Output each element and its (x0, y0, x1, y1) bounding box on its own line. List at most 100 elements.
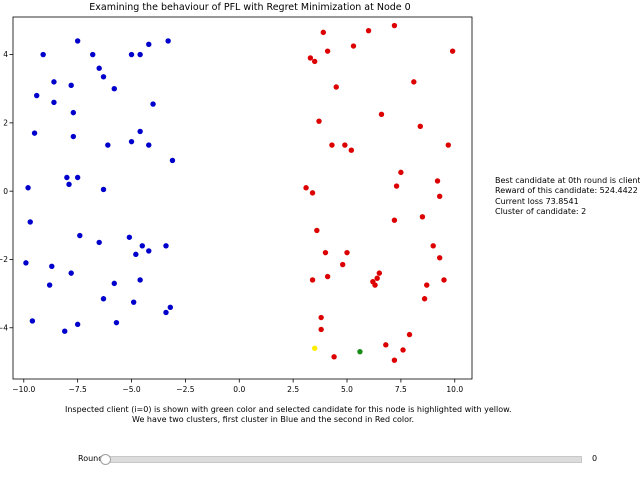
red-cluster-point (320, 29, 327, 36)
red-cluster-point (309, 190, 316, 196)
blue-cluster-point (62, 328, 68, 334)
x-tick-label: −2.5 (176, 385, 194, 394)
blue-cluster-point (66, 181, 72, 188)
blue-cluster-point (40, 51, 46, 58)
blue-cluster-point (49, 263, 55, 270)
blue-cluster-point (128, 51, 135, 58)
round-slider-value: 0 (592, 454, 598, 463)
red-cluster-point (436, 255, 443, 261)
red-cluster-point (391, 22, 398, 29)
red-cluster-point (344, 249, 350, 256)
round-slider-label: Round (78, 454, 104, 463)
axes-frame (12, 16, 473, 380)
red-cluster-point (419, 214, 426, 220)
blue-cluster-point (113, 319, 120, 326)
red-cluster-point (342, 142, 348, 148)
red-cluster-point (421, 296, 428, 302)
blue-cluster-point (137, 51, 143, 58)
blue-cluster-point (150, 101, 156, 107)
red-cluster-point (324, 48, 331, 54)
selected-candidate-point (311, 345, 318, 351)
red-cluster-point (307, 55, 314, 61)
inspected-client-point (357, 348, 363, 355)
red-cluster-point (316, 118, 322, 124)
blue-cluster-point (137, 128, 143, 135)
blue-cluster-point (25, 185, 31, 191)
x-axis: −10.0 −7.5 −5.0 −2.5 0.0 2.5 5.0 7.5 10.0 (12, 379, 463, 394)
blue-cluster-point (68, 82, 74, 89)
blue-cluster-point (137, 277, 143, 283)
x-tick-label: −10.0 (12, 385, 35, 394)
blue-cluster-point (146, 41, 152, 48)
blue-cluster-point (64, 174, 70, 181)
blue-cluster-point (128, 138, 135, 145)
blue-cluster-point (163, 243, 169, 249)
blue-cluster-point (96, 239, 102, 246)
blue-cluster-point (70, 133, 77, 140)
red-cluster-point (333, 84, 339, 90)
blue-cluster-point (74, 321, 81, 328)
blue-cluster-point (100, 296, 107, 302)
red-cluster-point (398, 169, 404, 176)
blue-cluster-point (165, 38, 171, 44)
round-slider-track[interactable] (104, 456, 582, 463)
x-tick-label: −5.0 (122, 385, 140, 394)
blue-cluster-point (133, 251, 139, 258)
red-cluster-point (376, 270, 383, 276)
red-cluster-point (406, 331, 413, 338)
chart-title: Examining the behaviour of PFL with Regr… (89, 2, 410, 13)
red-cluster-point (311, 58, 318, 65)
round-slider-row: Round 0 (0, 450, 640, 470)
red-cluster-point (374, 275, 380, 281)
red-cluster-point (350, 43, 357, 49)
candidate-info-panel: Best candidate at 0th round is client: 6… (495, 176, 640, 218)
blue-cluster-point (70, 109, 77, 116)
red-cluster-point (309, 277, 316, 283)
red-cluster-point (391, 357, 398, 363)
red-cluster-point (340, 261, 346, 268)
best-candidate-text: Best candidate at 0th round is client: 6… (495, 176, 640, 185)
blue-cluster-point (27, 219, 33, 225)
y-tick-label: −4 (0, 323, 8, 332)
blue-cluster-point (146, 142, 152, 148)
red-cluster-point (441, 277, 447, 283)
red-cluster-point (411, 79, 417, 85)
blue-cluster-point (23, 260, 29, 266)
red-cluster-point (318, 314, 324, 321)
blue-cluster-point (90, 51, 96, 58)
x-tick-label: 0.0 (233, 385, 245, 394)
y-tick-label: 0 (3, 187, 8, 196)
blue-cluster-point (46, 282, 53, 288)
red-cluster-point (324, 273, 331, 280)
x-tick-label: 2.5 (287, 385, 299, 394)
blue-cluster-point (126, 234, 133, 240)
y-tick-label: 4 (3, 50, 8, 59)
round-slider-handle[interactable] (100, 454, 111, 465)
blue-cluster-point (100, 74, 107, 80)
blue-cluster-point (146, 248, 152, 254)
red-cluster-point (434, 178, 441, 184)
blue-cluster-point (111, 86, 117, 92)
red-cluster-point (303, 185, 309, 191)
blue-cluster-point (130, 299, 137, 305)
red-cluster-point (393, 183, 400, 189)
red-cluster-point (329, 142, 335, 148)
caption-line-2: We have two clusters, first cluster in B… (132, 415, 415, 424)
y-axis: −4 −2 0 2 4 (0, 50, 13, 332)
red-cluster-point (449, 48, 456, 54)
red-cluster-point (430, 243, 436, 249)
y-tick-label: −2 (0, 255, 8, 264)
red-cluster-point (436, 193, 443, 199)
red-cluster-point (400, 347, 406, 353)
blue-cluster-point (100, 186, 107, 193)
red-cluster-point (417, 123, 423, 129)
blue-cluster-point (68, 270, 74, 276)
current-loss-text: Current loss 73.8541 (495, 196, 579, 206)
red-cluster-point (445, 142, 451, 148)
red-cluster-point (314, 227, 320, 234)
red-cluster-point (365, 27, 372, 34)
x-tick-label: 10.0 (446, 385, 463, 394)
blue-cluster-point (51, 99, 57, 106)
red-cluster-point (322, 249, 329, 256)
y-tick-label: 2 (3, 118, 8, 127)
